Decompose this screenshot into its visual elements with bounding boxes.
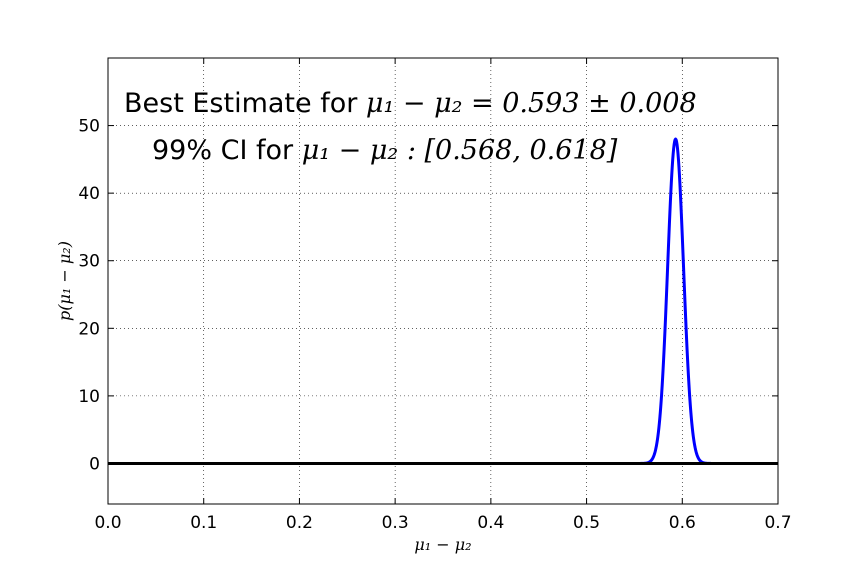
x-tick-label: 0.4 <box>477 513 504 533</box>
x-tick-label: 0.1 <box>190 513 217 533</box>
x-tick-label: 0.3 <box>382 513 409 533</box>
y-tick-label: 20 <box>78 319 100 339</box>
annotation-ci-value: μ₁ − μ₂ : [0.568, 0.618] <box>302 135 618 166</box>
series <box>106 137 780 465</box>
ticks <box>107 58 779 504</box>
tick-labels: 0.0 0.1 0.2 0.3 0.4 0.5 0.6 0.7 0 10 20 30 40 50 <box>78 117 791 533</box>
annotation-best-estimate-prefix: Best Estimate for <box>124 88 366 119</box>
x-tick-label: 0.5 <box>573 513 600 533</box>
grid <box>108 58 778 504</box>
annotation-confidence-interval: 99% CI for μ₁ − μ₂ : [0.568, 0.618] <box>152 135 618 166</box>
y-tick-label: 10 <box>78 387 100 407</box>
y-tick-label: 40 <box>78 184 100 204</box>
annotation-best-estimate-value: μ₁ − μ₂ = 0.593 ± 0.008 <box>366 88 697 119</box>
y-axis-label: p(μ₁ − μ₂) <box>55 241 74 321</box>
plot-frame <box>107 57 779 505</box>
annotation-best-estimate: Best Estimate for μ₁ − μ₂ = 0.593 ± 0.00… <box>124 88 697 119</box>
y-tick-label: 50 <box>78 117 100 137</box>
y-tick-label: 30 <box>78 252 100 272</box>
x-axis-label: μ₁ − μ₂ <box>414 535 471 554</box>
x-tick-label: 0.2 <box>286 513 313 533</box>
posterior-density-line <box>106 137 780 465</box>
annotation-ci-prefix: 99% CI for <box>152 135 302 166</box>
x-tick-label: 0.7 <box>764 513 791 533</box>
y-tick-label: 0 <box>89 454 100 474</box>
x-tick-label: 0.6 <box>669 513 696 533</box>
x-tick-label: 0.0 <box>94 513 121 533</box>
